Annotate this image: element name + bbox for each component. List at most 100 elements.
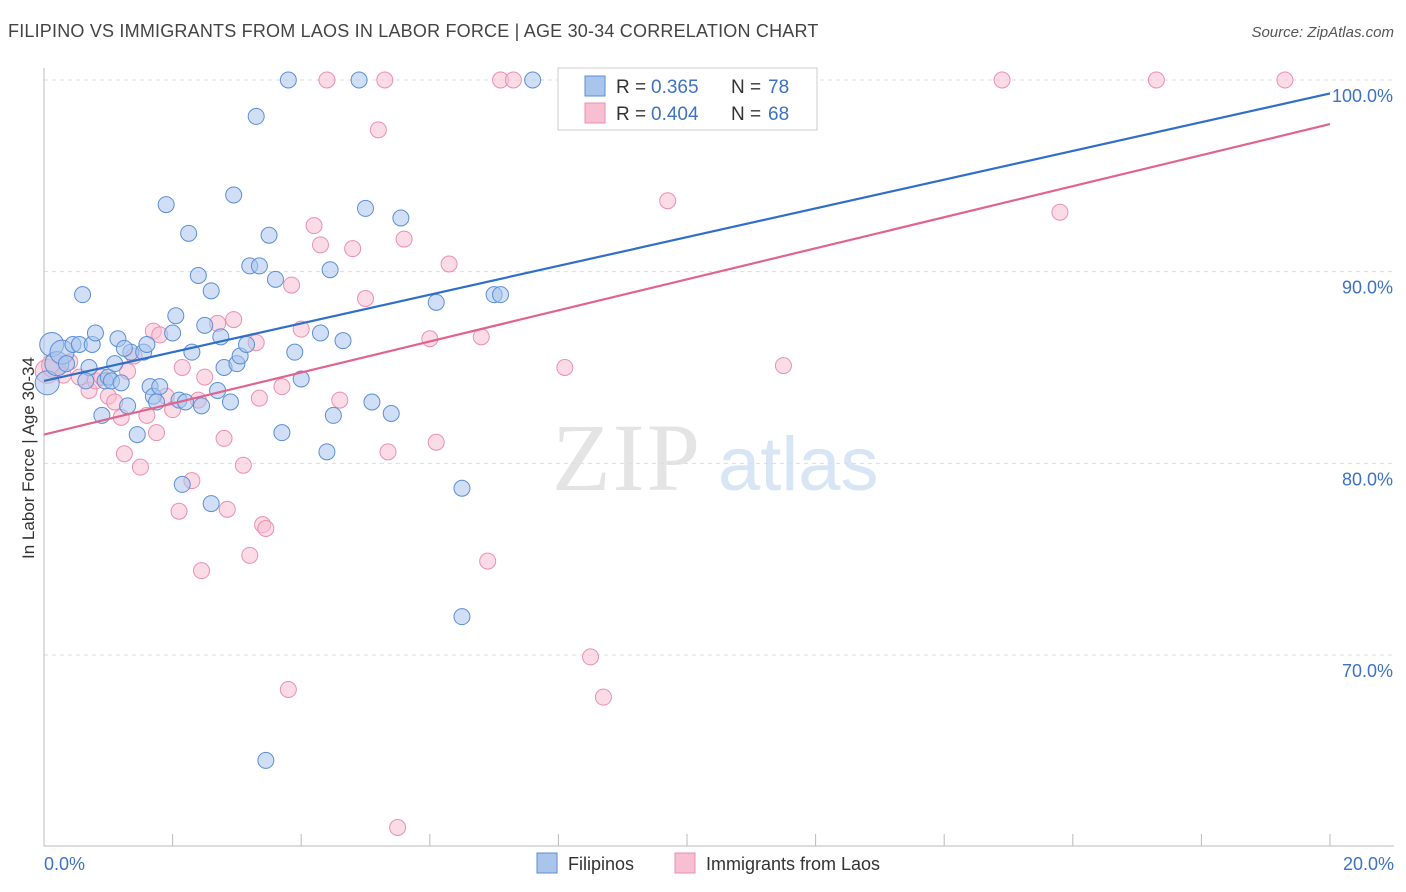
filipinos-point-76 <box>202 495 220 513</box>
chart-title: FILIPINO VS IMMIGRANTS FROM LAOS IN LABO… <box>8 21 819 41</box>
laos-point-62 <box>993 71 1011 89</box>
filipinos-point-68 <box>524 71 542 89</box>
laos-point-60 <box>659 192 677 210</box>
filipinos-point-64 <box>453 479 471 497</box>
filipinos-point-56 <box>324 406 342 424</box>
legend-swatch-filipinos <box>584 75 606 97</box>
laos-point-52 <box>440 255 458 273</box>
bottom-legend-label-laos: Immigrants from Laos <box>706 854 880 874</box>
filipinos-point-73 <box>77 372 95 390</box>
filipinos-point-62 <box>392 209 410 227</box>
filipinos-point-55 <box>321 261 339 279</box>
laos-point-57 <box>556 359 574 376</box>
filipinos-point-59 <box>357 199 374 217</box>
bottom-legend-swatch-filipinos <box>536 852 558 874</box>
laos-point-35 <box>257 520 275 537</box>
filipinos-point-35 <box>196 316 214 334</box>
laos-trend-line <box>43 123 1331 436</box>
laos-point-51 <box>427 433 445 451</box>
y-tick-label-70: 70.0% <box>1342 661 1393 681</box>
filipinos-point-71 <box>257 751 275 769</box>
laos-point-30 <box>225 311 243 329</box>
filipinos-point-54 <box>318 443 336 461</box>
filipinos-point-4 <box>58 355 76 373</box>
laos-point-38 <box>283 276 301 294</box>
filipinos-point-7 <box>74 286 92 304</box>
filipinos-point-33 <box>189 267 207 284</box>
filipinos-point-10 <box>86 324 104 342</box>
filipinos-point-17 <box>112 374 130 392</box>
filipinos-point-57 <box>334 332 352 350</box>
laos-point-67 <box>379 443 397 461</box>
laos-point-45 <box>357 290 374 307</box>
filipinos-point-50 <box>273 424 291 442</box>
filipinos-point-48 <box>260 226 278 244</box>
laos-point-26 <box>196 368 214 386</box>
filipinos-point-77 <box>279 71 297 89</box>
filipinos-point-46 <box>247 107 265 125</box>
filipinos-point-36 <box>202 282 220 300</box>
laos-point-66 <box>250 389 268 407</box>
laos-point-42 <box>318 71 336 89</box>
bottom-legend-swatch-laos <box>674 852 696 874</box>
filipinos-point-18 <box>119 397 137 415</box>
filipinos-point-40 <box>221 393 239 411</box>
legend-r-value-filipinos: 0.365 <box>651 77 699 98</box>
bottom-legend-label-filipinos: Filipinos <box>568 854 634 874</box>
laos-point-46 <box>369 121 387 139</box>
filipinos-point-65 <box>453 608 471 626</box>
laos-point-58 <box>582 648 600 666</box>
filipinos-point-52 <box>292 370 310 388</box>
laos-point-11 <box>115 445 133 463</box>
filipinos-point-25 <box>151 378 169 396</box>
watermark-zip: ZIP <box>552 404 702 511</box>
laos-point-25 <box>193 562 211 580</box>
stats-legend: R = 0.365 N = 78 R = 0.404 N = 68 <box>557 67 818 131</box>
laos-point-50 <box>421 330 439 348</box>
legend-n-label-laos: N = <box>731 104 761 125</box>
filipinos-point-44 <box>238 336 256 353</box>
laos-point-37 <box>279 681 297 698</box>
laos-point-31 <box>234 456 252 474</box>
laos-point-48 <box>389 819 407 836</box>
laos-point-17 <box>148 424 166 442</box>
legend-n-value-laos: 68 <box>768 104 789 125</box>
laos-point-47 <box>376 71 394 89</box>
series-legend: Filipinos Immigrants from Laos <box>536 852 880 874</box>
legend-r-label-filipinos: R = <box>616 77 646 98</box>
legend-swatch-laos <box>584 102 606 124</box>
filipinos-trend-line <box>43 92 1331 382</box>
x-tick-marks <box>43 834 1331 846</box>
laos-point-41 <box>311 236 329 254</box>
laos-point-22 <box>173 359 191 376</box>
filipinos-point-67 <box>492 286 510 304</box>
legend-n-value-filipinos: 78 <box>768 77 789 98</box>
x-tick-label-min: 0.0% <box>44 854 85 874</box>
filipinos-point-41 <box>225 186 243 204</box>
filipinos-point-20 <box>128 426 146 444</box>
y-tick-label-80: 80.0% <box>1342 469 1393 489</box>
laos-point-63 <box>1051 203 1069 221</box>
y-tick-labels: 70.0% 80.0% 90.0% 100.0% <box>1332 86 1393 681</box>
filipinos-point-49 <box>266 270 284 288</box>
legend-n-label-filipinos: N = <box>731 77 761 98</box>
filipinos-point-47 <box>250 257 268 275</box>
filipinos-point-75 <box>173 475 191 493</box>
laos-point-21 <box>170 502 188 520</box>
filipinos-point-34 <box>193 397 211 415</box>
laos-point-61 <box>774 357 792 375</box>
y-tick-label-90: 90.0% <box>1342 278 1393 298</box>
laos-point-44 <box>344 240 362 258</box>
x-tick-label-max: 20.0% <box>1343 854 1394 874</box>
filipinos-point-26 <box>157 196 175 214</box>
laos-point-36 <box>273 378 291 396</box>
filipinos-point-22 <box>138 336 156 353</box>
filipinos-point-63 <box>427 293 445 311</box>
filipinos-point-31 <box>180 224 198 242</box>
filipinos-point-58 <box>350 71 368 89</box>
laos-point-28 <box>215 429 233 447</box>
y-axis-title: In Labor Force | Age 30-34 <box>19 357 38 559</box>
laos-point-64 <box>1147 71 1165 89</box>
laos-point-59 <box>594 688 612 706</box>
